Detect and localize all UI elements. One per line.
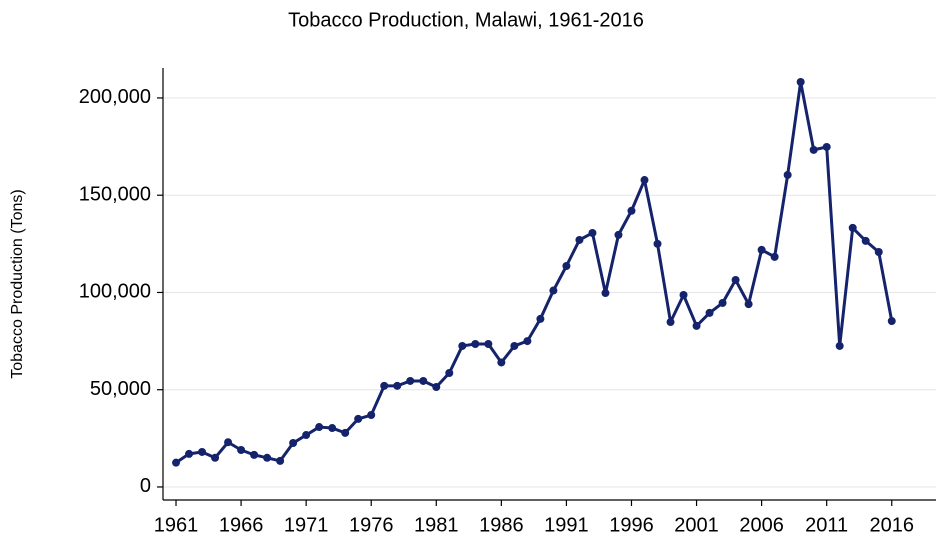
data-point — [419, 376, 428, 385]
y-axis-label: Tobacco Production (Tons) — [9, 189, 26, 378]
data-point — [328, 424, 337, 433]
data-point — [861, 236, 870, 245]
x-tick-label: 1986 — [479, 514, 524, 536]
y-tick-label: 200,000 — [79, 86, 151, 108]
data-point — [796, 78, 805, 87]
data-point — [848, 223, 857, 232]
data-point — [874, 248, 883, 257]
data-point — [471, 340, 480, 349]
y-tick-label: 0 — [140, 475, 151, 497]
data-point — [640, 176, 649, 185]
series-line — [175, 80, 894, 464]
data-point — [731, 276, 740, 285]
data-point — [406, 376, 415, 385]
data-point — [393, 381, 402, 390]
data-point — [757, 245, 766, 254]
data-point — [224, 438, 233, 447]
data-point — [185, 449, 194, 458]
data-point — [770, 252, 779, 261]
data-point — [341, 428, 350, 437]
x-tick-label: 1991 — [544, 514, 589, 536]
data-point — [250, 450, 259, 459]
x-tick-label: 1996 — [609, 514, 654, 536]
data-point — [458, 341, 467, 350]
data-point — [835, 341, 844, 350]
x-tick-label: 1971 — [284, 514, 329, 536]
data-point — [380, 381, 389, 390]
data-point — [718, 298, 727, 307]
data-point — [211, 453, 220, 462]
chart-title: Tobacco Production, Malawi, 1961-2016 — [288, 9, 644, 31]
data-point — [263, 453, 272, 462]
data-point — [822, 142, 831, 151]
data-point — [445, 368, 454, 377]
data-point — [653, 239, 662, 248]
data-point — [705, 308, 714, 317]
data-point — [354, 414, 363, 423]
data-point — [484, 340, 493, 349]
data-point — [510, 341, 519, 350]
y-tick-label: 150,000 — [79, 183, 151, 205]
data-point — [432, 382, 441, 391]
data-point — [198, 447, 207, 456]
data-point — [302, 431, 311, 440]
x-tick-label: 2011 — [805, 514, 848, 536]
data-point — [367, 411, 376, 420]
x-tick-label: 2016 — [870, 514, 915, 536]
data-point — [549, 286, 558, 295]
x-tick-label: 1976 — [349, 514, 394, 536]
data-point — [276, 456, 285, 465]
x-tick-label: 2006 — [739, 514, 784, 536]
data-point — [497, 358, 506, 367]
data-point — [627, 206, 636, 215]
data-point — [666, 318, 675, 327]
data-point — [562, 262, 571, 271]
y-tick-label: 50,000 — [90, 378, 151, 400]
data-point — [172, 458, 181, 467]
data-point — [536, 314, 545, 323]
data-point — [744, 300, 753, 309]
data-point — [237, 446, 246, 455]
data-point — [783, 170, 792, 179]
data-point — [523, 337, 532, 346]
x-tick-label: 1961 — [154, 514, 199, 536]
data-point — [575, 235, 584, 244]
data-point — [289, 439, 298, 448]
x-tick-label: 1966 — [219, 514, 264, 536]
x-tick-label: 2001 — [674, 514, 719, 536]
data-point — [679, 290, 688, 299]
data-point — [692, 321, 701, 330]
y-tick-label: 100,000 — [79, 281, 151, 303]
data-point — [809, 145, 818, 154]
data-point — [588, 228, 597, 237]
data-point — [887, 317, 896, 326]
data-point — [601, 289, 610, 298]
data-point — [614, 230, 623, 239]
x-tick-label: 1981 — [414, 514, 459, 536]
data-point — [315, 423, 324, 432]
